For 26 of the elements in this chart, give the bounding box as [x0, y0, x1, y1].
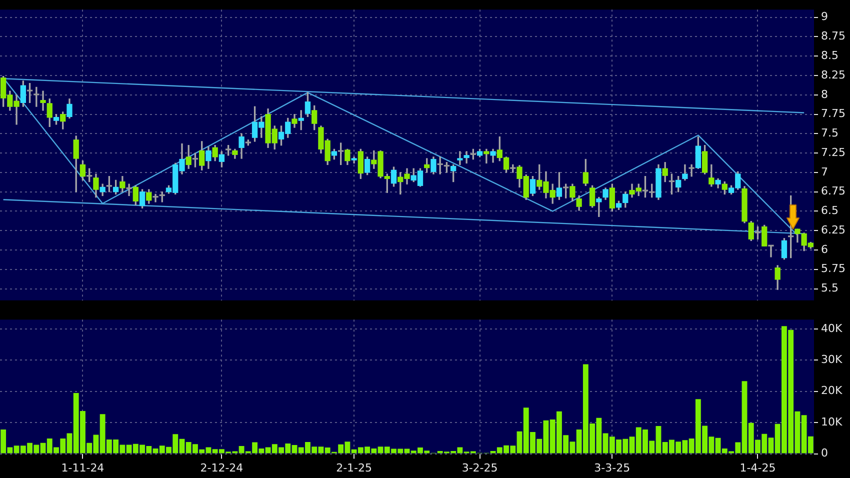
x-tick-label: 1-11-24: [61, 461, 104, 474]
y-tick-label: 30K: [821, 353, 843, 366]
y-tick-label: 8.25: [821, 68, 846, 82]
x-tick-label: 3-2-25: [462, 461, 498, 474]
y-tick-label: 8.75: [821, 30, 846, 43]
y-tick-label: 8.5: [821, 48, 838, 62]
y-tick-label: 5.5: [821, 282, 838, 295]
y-tick-label: 9: [821, 10, 828, 24]
y-tick-label: 6.25: [821, 223, 846, 236]
x-tick-label: 2-12-24: [200, 461, 244, 474]
x-tick-label: 1-4-25: [740, 461, 776, 474]
y-tick-label: 7.25: [821, 146, 846, 159]
y-tick-label: 40K: [821, 322, 843, 335]
y-tick-label: 5.75: [821, 262, 846, 276]
y-tick-label: 6.75: [821, 184, 846, 198]
y-tick-label: 8: [821, 88, 828, 101]
y-tick-label: 0: [821, 446, 828, 460]
y-tick-label: 7.5: [821, 126, 838, 140]
y-tick-label: 6: [821, 242, 828, 256]
y-tick-label: 7.75: [821, 107, 846, 120]
y-tick-label: 7: [821, 165, 828, 178]
y-tick-label: 20K: [821, 384, 843, 398]
y-tick-label: 10K: [821, 415, 843, 428]
y-tick-label: 6.5: [821, 204, 838, 218]
x-tick-label: 3-3-25: [594, 461, 630, 474]
x-tick-label: 2-1-25: [336, 461, 372, 474]
